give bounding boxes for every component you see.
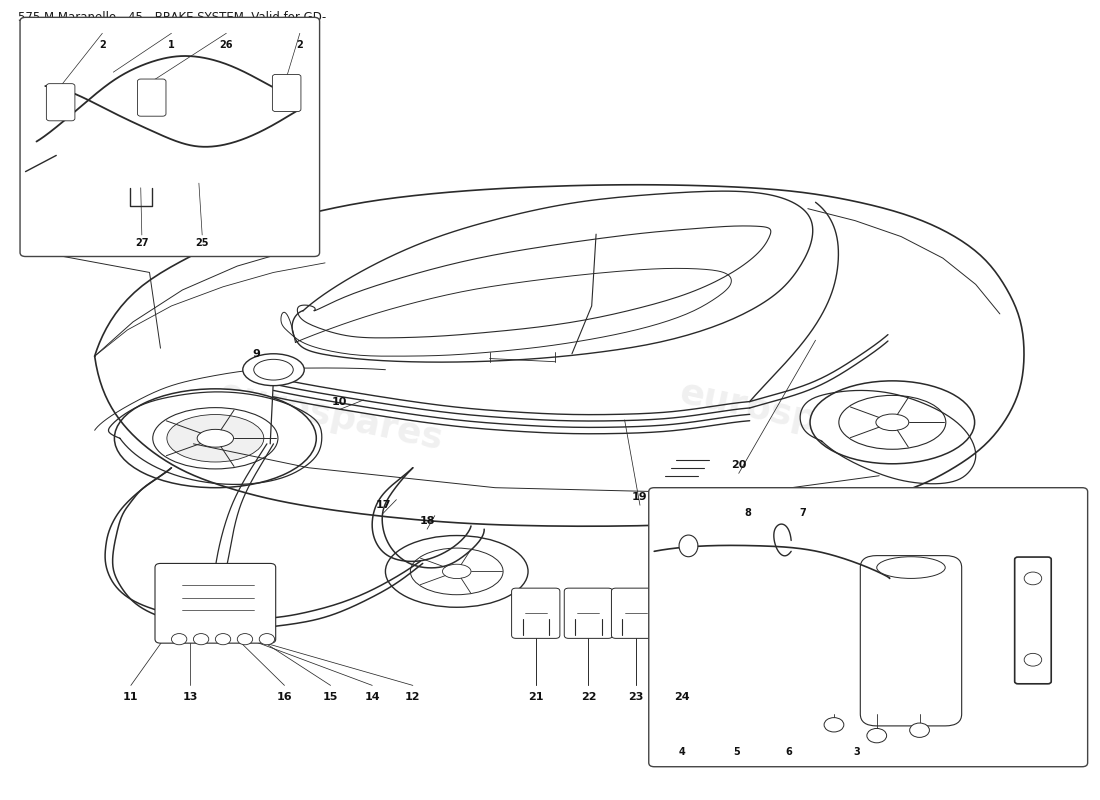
- Ellipse shape: [172, 634, 187, 645]
- Text: 16: 16: [277, 691, 293, 702]
- Text: 4: 4: [679, 747, 685, 758]
- Text: 26: 26: [220, 40, 233, 50]
- Text: 12: 12: [405, 691, 420, 702]
- Ellipse shape: [238, 634, 253, 645]
- FancyBboxPatch shape: [656, 588, 704, 638]
- Ellipse shape: [153, 408, 278, 469]
- Text: 8: 8: [744, 508, 751, 518]
- Text: 10: 10: [331, 397, 346, 406]
- FancyBboxPatch shape: [138, 79, 166, 116]
- Ellipse shape: [243, 354, 305, 386]
- Text: 23: 23: [628, 691, 643, 702]
- Ellipse shape: [442, 564, 471, 578]
- Text: eurospares: eurospares: [676, 375, 906, 456]
- Text: 13: 13: [183, 691, 198, 702]
- FancyBboxPatch shape: [1014, 557, 1052, 684]
- Text: 2: 2: [99, 40, 106, 50]
- Ellipse shape: [839, 395, 946, 450]
- Text: 18: 18: [419, 516, 435, 526]
- Text: 575 M Maranello - 45 - BRAKE SYSTEM -Valid for GD-: 575 M Maranello - 45 - BRAKE SYSTEM -Val…: [18, 11, 326, 24]
- Ellipse shape: [810, 381, 975, 464]
- FancyBboxPatch shape: [20, 18, 320, 257]
- Text: 7: 7: [799, 508, 805, 518]
- Text: eurospares: eurospares: [216, 375, 446, 456]
- Text: 9: 9: [252, 349, 260, 358]
- Ellipse shape: [254, 359, 294, 380]
- Text: 11: 11: [123, 691, 139, 702]
- Text: 19: 19: [632, 492, 648, 502]
- FancyBboxPatch shape: [612, 588, 660, 638]
- Text: 14: 14: [364, 691, 381, 702]
- Ellipse shape: [910, 723, 930, 738]
- Ellipse shape: [867, 729, 887, 743]
- Text: 3: 3: [854, 747, 860, 758]
- Ellipse shape: [194, 634, 209, 645]
- Ellipse shape: [167, 414, 264, 462]
- Text: 24: 24: [674, 691, 690, 702]
- Text: 22: 22: [581, 691, 596, 702]
- FancyBboxPatch shape: [512, 588, 560, 638]
- FancyBboxPatch shape: [155, 563, 276, 643]
- Ellipse shape: [260, 634, 275, 645]
- Text: 17: 17: [375, 500, 390, 510]
- Ellipse shape: [216, 634, 231, 645]
- Ellipse shape: [679, 535, 697, 557]
- Text: 6: 6: [785, 747, 793, 758]
- Ellipse shape: [114, 389, 317, 488]
- Text: 25: 25: [196, 238, 209, 248]
- Ellipse shape: [877, 557, 945, 578]
- Text: 21: 21: [528, 691, 543, 702]
- Text: 5: 5: [734, 747, 740, 758]
- Ellipse shape: [876, 414, 909, 430]
- Text: 20: 20: [732, 460, 747, 470]
- FancyBboxPatch shape: [273, 74, 301, 111]
- Ellipse shape: [1024, 654, 1042, 666]
- Ellipse shape: [824, 718, 844, 732]
- Ellipse shape: [385, 535, 528, 607]
- Ellipse shape: [197, 430, 233, 447]
- Text: 27: 27: [135, 238, 149, 248]
- FancyBboxPatch shape: [860, 556, 961, 726]
- Text: 15: 15: [323, 691, 338, 702]
- Ellipse shape: [410, 548, 503, 594]
- FancyBboxPatch shape: [46, 84, 75, 121]
- FancyBboxPatch shape: [564, 588, 613, 638]
- Text: 1: 1: [168, 40, 175, 50]
- Ellipse shape: [1024, 572, 1042, 585]
- Text: 2: 2: [297, 40, 304, 50]
- FancyBboxPatch shape: [649, 488, 1088, 766]
